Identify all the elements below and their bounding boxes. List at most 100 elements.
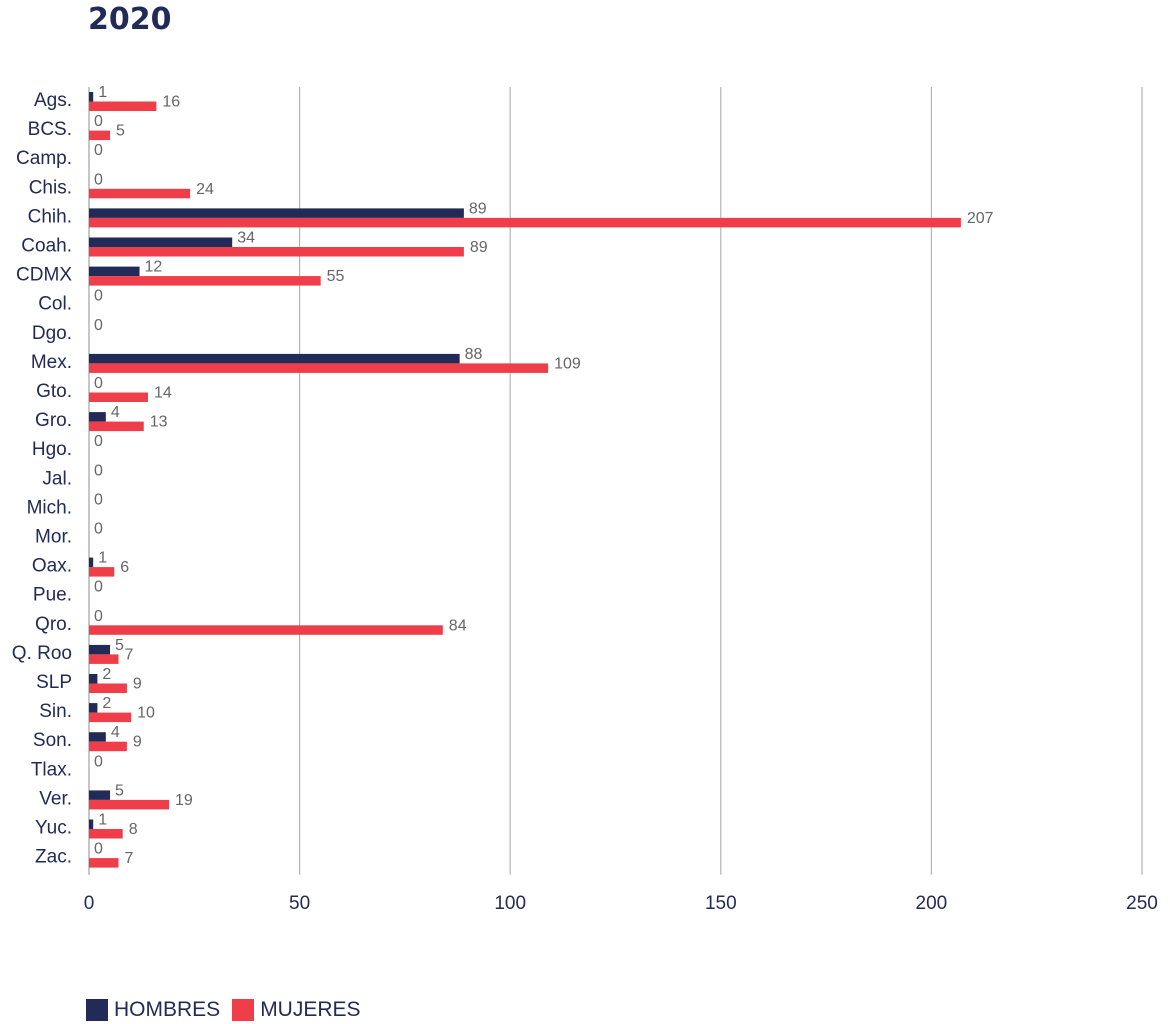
- data-label-mujeres: 55: [327, 268, 345, 285]
- category-label: Chih.: [28, 206, 72, 227]
- bar-hombres: [89, 819, 94, 829]
- bar-mujeres: [89, 392, 148, 402]
- bar-mujeres: [89, 741, 127, 752]
- category-label: Camp.: [16, 148, 72, 169]
- category-label: Chis.: [29, 177, 72, 198]
- category-label: Son.: [33, 730, 72, 751]
- data-label-hombres: 0: [94, 491, 103, 508]
- bar-mujeres: [89, 188, 191, 199]
- bar-mujeres: [89, 683, 127, 693]
- bar-hombres: [89, 208, 464, 218]
- category-label: Q. Roo: [12, 643, 72, 664]
- data-label-mujeres: 16: [162, 94, 180, 111]
- x-tick-label: 50: [289, 893, 310, 914]
- data-label-mujeres: 10: [137, 705, 155, 722]
- data-label-mujeres: 8: [129, 821, 138, 838]
- bar-mujeres: [89, 421, 144, 432]
- bar-hombres: [89, 92, 94, 102]
- legend-swatch-hombres: [86, 999, 108, 1021]
- category-label: Tlax.: [31, 759, 72, 780]
- bar-mujeres: [89, 130, 111, 141]
- legend: HOMBRES MUJERES: [86, 998, 373, 1022]
- bar-mujeres: [89, 276, 321, 286]
- bar-hombres: [89, 674, 98, 684]
- bar-mujeres: [89, 712, 132, 723]
- category-label: Sin.: [39, 701, 72, 722]
- category-label: Ver.: [39, 788, 72, 809]
- data-label-mujeres: 14: [154, 385, 172, 402]
- bar-hombres: [89, 644, 111, 655]
- category-label: CDMX: [16, 265, 72, 286]
- data-label-hombres: 34: [237, 230, 255, 247]
- data-label-hombres: 12: [145, 259, 163, 276]
- bar-hombres: [89, 557, 94, 568]
- x-tick-label: 250: [1126, 893, 1158, 914]
- data-label-mujeres: 7: [124, 850, 133, 867]
- category-label: Gro.: [35, 410, 72, 431]
- data-label-hombres: 89: [469, 200, 487, 217]
- data-label-mujeres: 6: [120, 559, 129, 576]
- category-label: Coah.: [21, 236, 72, 257]
- gridlines: [88, 87, 1143, 875]
- data-label-hombres: 0: [94, 462, 103, 479]
- data-label-hombres: 1: [98, 84, 107, 101]
- category-label: Jal.: [42, 468, 72, 489]
- data-label-mujeres: 109: [554, 355, 581, 372]
- bar-mujeres: [89, 363, 549, 373]
- category-label: Dgo.: [32, 323, 72, 344]
- category-label: Ags.: [34, 90, 72, 111]
- legend-swatch-mujeres: [232, 999, 255, 1021]
- data-label-hombres: 1: [98, 550, 107, 567]
- bar-mujeres: [89, 858, 119, 868]
- bar-hombres: [89, 412, 106, 422]
- data-label-hombres: 5: [115, 637, 124, 654]
- data-label-hombres: 0: [94, 579, 103, 596]
- data-label-hombres: 0: [94, 753, 103, 770]
- bar-hombres: [89, 266, 140, 277]
- data-label-mujeres: 89: [470, 239, 488, 256]
- legend-label-mujeres: MUJERES: [260, 998, 361, 1021]
- data-label-mujeres: 207: [967, 210, 994, 227]
- bar-hombres: [89, 790, 111, 800]
- data-label-hombres: 0: [94, 142, 103, 159]
- bar-mujeres: [89, 625, 443, 635]
- category-label: Gto.: [36, 381, 72, 402]
- data-label-hombres: 4: [111, 404, 120, 421]
- category-label: Yuc.: [35, 818, 72, 839]
- data-label-hombres: 0: [94, 113, 103, 130]
- data-label-mujeres: 9: [133, 734, 142, 751]
- data-label-mujeres: 84: [449, 617, 467, 634]
- data-label-hombres: 5: [115, 782, 124, 799]
- bar-mujeres: [89, 829, 123, 839]
- category-label: Zac.: [35, 847, 72, 868]
- data-label-hombres: 2: [102, 666, 111, 683]
- data-label-hombres: 2: [102, 695, 111, 712]
- data-label-mujeres: 13: [150, 414, 168, 431]
- bar-mujeres: [89, 247, 464, 257]
- data-label-hombres: 0: [94, 521, 103, 538]
- bar-mujeres: [89, 799, 170, 810]
- data-label-mujeres: 19: [175, 792, 193, 809]
- category-label: Col.: [38, 294, 72, 315]
- data-label-mujeres: 7: [124, 646, 133, 663]
- category-label: Oax.: [32, 556, 72, 577]
- category-label: Pue.: [33, 585, 72, 606]
- legend-item-mujeres: MUJERES: [232, 998, 361, 1022]
- data-label-hombres: 0: [94, 317, 103, 334]
- data-label-mujeres: 9: [133, 676, 142, 693]
- bar-hombres: [89, 237, 233, 247]
- x-tick-label: 0: [84, 893, 95, 914]
- data-label-mujeres: 5: [116, 123, 125, 140]
- legend-label-hombres: HOMBRES: [114, 998, 221, 1021]
- bar-mujeres: [89, 654, 119, 664]
- category-label: Qro.: [35, 614, 72, 635]
- bar-mujeres: [89, 567, 115, 577]
- category-label: Mex.: [31, 352, 72, 373]
- data-label-hombres: 0: [94, 375, 103, 392]
- data-label-hombres: 0: [94, 288, 103, 305]
- bar-mujeres: [89, 217, 961, 228]
- data-label-hombres: 1: [98, 812, 107, 829]
- data-label-mujeres: 24: [196, 181, 214, 198]
